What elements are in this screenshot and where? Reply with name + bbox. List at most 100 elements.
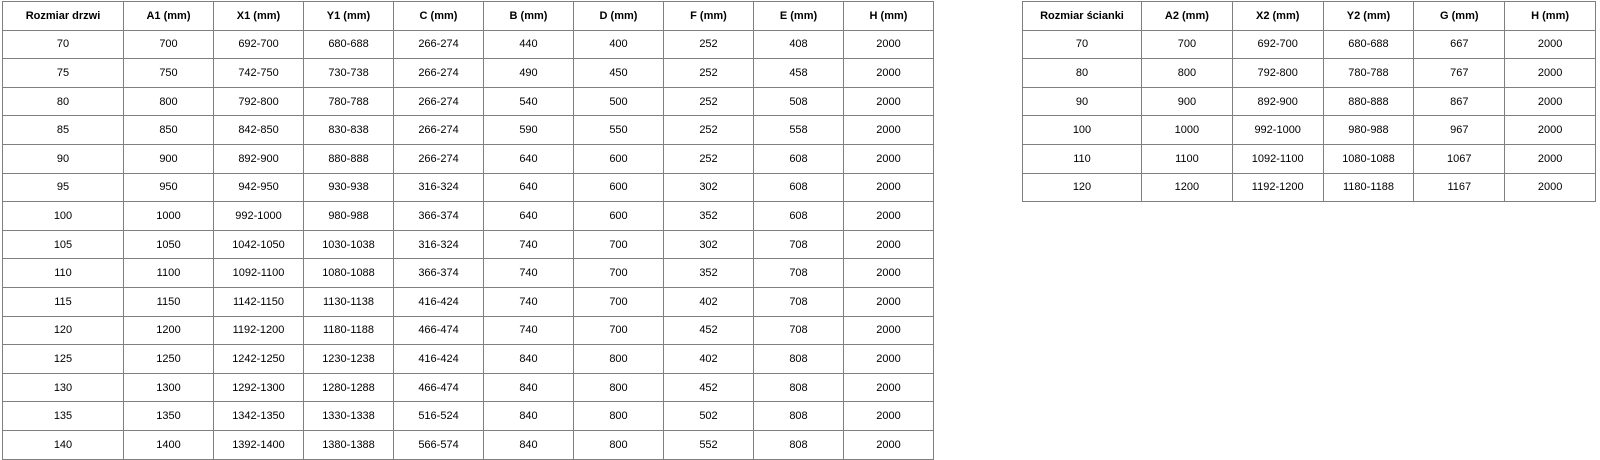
table-cell: 1330-1338: [303, 401, 394, 431]
table-cell: 366-374: [393, 258, 484, 288]
table-cell: 2000: [843, 372, 934, 403]
table-row: 110 1100 1092-1100 1080-1088 366-374 740 700 35…: [2, 258, 934, 288]
table-cell: 867: [1413, 86, 1506, 117]
wall-dimensions-table: Rozmiar ścianki A2 (mm) X2 (mm) Y2 (mm) G (m…: [1022, 1, 1596, 203]
table-row: 70 700 692-700 680-688 266-274 440 400 252 408 20…: [2, 29, 934, 60]
table-cell: 566-574: [393, 429, 484, 460]
table-cell: 2000: [843, 258, 934, 288]
table-row: 140 1400 1392-1400 1380-1388 566-574 840 800 55…: [2, 429, 934, 460]
table-cell: 590: [483, 115, 574, 145]
column-header: X2 (mm): [1231, 1, 1324, 31]
table-cell: 2000: [843, 172, 934, 203]
column-header: A1 (mm): [123, 1, 214, 31]
table-cell: 780-788: [1322, 58, 1415, 88]
table-cell: 1000: [123, 201, 214, 231]
table-cell: 110: [1022, 143, 1142, 174]
table-row: 70 700 692-700 680-688 667 2000: [1022, 29, 1596, 60]
table-cell: 550: [573, 115, 664, 145]
table-cell: 1400: [123, 429, 214, 460]
table-cell: 2000: [1504, 58, 1596, 88]
table-cell: 640: [483, 201, 574, 231]
table-cell: 692-700: [213, 29, 304, 60]
table-cell: 830-838: [303, 115, 394, 145]
table-cell: 950: [123, 172, 214, 203]
table-cell: 680-688: [1322, 29, 1415, 60]
table-cell: 2000: [843, 143, 934, 174]
column-header: D (mm): [573, 1, 664, 31]
table-cell: 840: [483, 401, 574, 431]
table-row: 80 800 792-800 780-788 767 2000: [1022, 58, 1596, 88]
column-header: C (mm): [393, 1, 484, 31]
table-cell: 742-750: [213, 58, 304, 88]
table-cell: 780-788: [303, 86, 394, 117]
table-cell: 316-324: [393, 172, 484, 203]
table-cell: 302: [663, 172, 754, 203]
table-cell: 2000: [843, 29, 934, 60]
wall-table-head: Rozmiar ścianki A2 (mm) X2 (mm) Y2 (mm) G (m…: [1022, 1, 1596, 31]
table-cell: 252: [663, 58, 754, 88]
table-row: 80 800 792-800 780-788 266-274 540 500 252 508 20…: [2, 86, 934, 117]
table-cell: 466-474: [393, 372, 484, 403]
table-row: 105 1050 1042-1050 1030-1038 316-324 740 700 30…: [2, 229, 934, 260]
column-header: E (mm): [753, 1, 844, 31]
table-cell: 366-374: [393, 201, 484, 231]
column-header: F (mm): [663, 1, 754, 31]
table-cell: 708: [753, 286, 844, 317]
table-cell: 680-688: [303, 29, 394, 60]
table-cell: 466-474: [393, 315, 484, 346]
table-cell: 2000: [843, 401, 934, 431]
table-cell: 708: [753, 229, 844, 260]
table-cell: 1342-1350: [213, 401, 304, 431]
column-header: G (mm): [1413, 1, 1506, 31]
table-cell: 558: [753, 115, 844, 145]
table-cell: 792-800: [1231, 58, 1324, 88]
table-cell: 2000: [843, 229, 934, 260]
header-row: Rozmiar drzwi A1 (mm) X1 (mm) Y1 (mm) C (mm)…: [2, 1, 934, 31]
table-cell: 1030-1038: [303, 229, 394, 260]
table-cell: 1092-1100: [1231, 143, 1324, 174]
table-cell: 667: [1413, 29, 1506, 60]
column-header: H (mm): [843, 1, 934, 31]
table-cell: 508: [753, 86, 844, 117]
table-cell: 120: [2, 315, 124, 346]
table-cell: 120: [1022, 172, 1142, 203]
table-cell: 700: [573, 315, 664, 346]
table-cell: 1192-1200: [1231, 172, 1324, 203]
table-cell: 552: [663, 429, 754, 460]
table-cell: 1200: [123, 315, 214, 346]
table-cell: 1050: [123, 229, 214, 260]
table-row: 125 1250 1242-1250 1230-1238 416-424 840 800 40…: [2, 344, 934, 374]
table-cell: 2000: [843, 429, 934, 460]
table-cell: 740: [483, 286, 574, 317]
table-cell: 800: [573, 401, 664, 431]
table-cell: 80: [2, 86, 124, 117]
table-row: 85 850 842-850 830-838 266-274 590 550 252 558 20…: [2, 115, 934, 145]
table-row: 100 1000 992-1000 980-988 366-374 640 600 352 60…: [2, 201, 934, 231]
table-cell: 2000: [843, 86, 934, 117]
table-cell: 500: [573, 86, 664, 117]
table-cell: 1192-1200: [213, 315, 304, 346]
table-row: 100 1000 992-1000 980-988 967 2000: [1022, 115, 1596, 145]
table-cell: 1092-1100: [213, 258, 304, 288]
table-cell: 1300: [123, 372, 214, 403]
table-cell: 402: [663, 286, 754, 317]
table-row: 115 1150 1142-1150 1130-1138 416-424 740 700 40…: [2, 286, 934, 317]
table-cell: 942-950: [213, 172, 304, 203]
table-cell: 740: [483, 258, 574, 288]
table-cell: 1130-1138: [303, 286, 394, 317]
table-cell: 452: [663, 372, 754, 403]
table-cell: 692-700: [1231, 29, 1324, 60]
table-cell: 1100: [123, 258, 214, 288]
table-cell: 700: [573, 229, 664, 260]
table-cell: 266-274: [393, 29, 484, 60]
table-cell: 640: [483, 172, 574, 203]
table-cell: 608: [753, 172, 844, 203]
table-cell: 708: [753, 258, 844, 288]
door-table-body: 70 700 692-700 680-688 266-274 440 400 252 408 20…: [2, 29, 934, 460]
table-cell: 402: [663, 344, 754, 374]
table-cell: 608: [753, 143, 844, 174]
table-cell: 980-988: [1322, 115, 1415, 145]
table-cell: 2000: [1504, 86, 1596, 117]
table-cell: 700: [123, 29, 214, 60]
table-cell: 850: [123, 115, 214, 145]
